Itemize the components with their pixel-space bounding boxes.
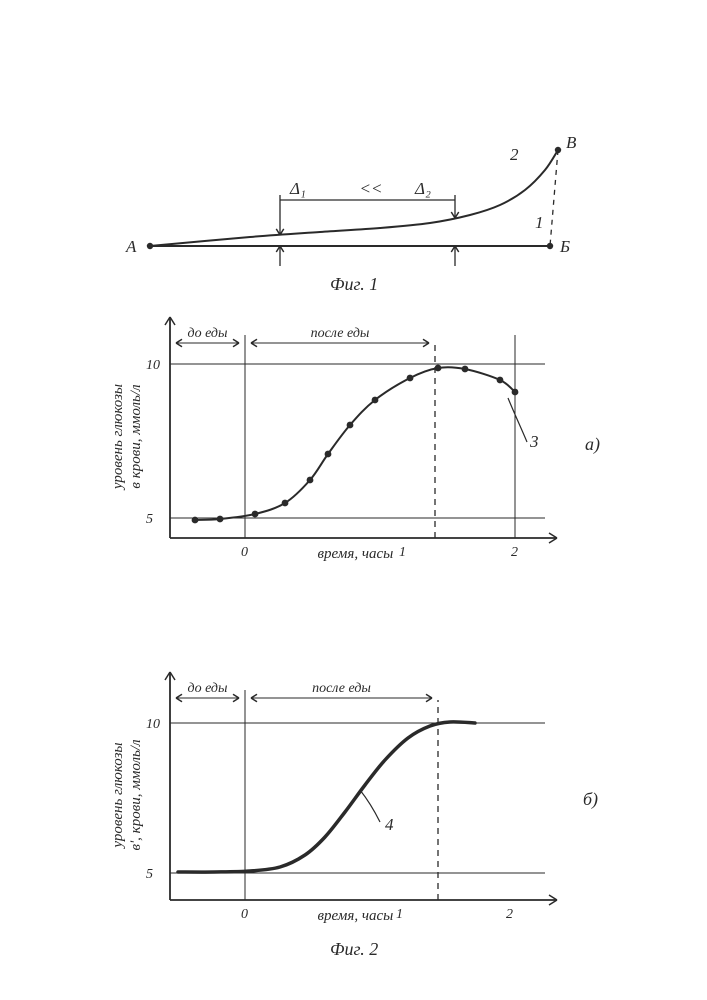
fig2-caption: Фиг. 2 <box>330 939 378 959</box>
data-point <box>435 365 442 372</box>
x-axis-label: время, часы <box>318 546 394 562</box>
y-tick-label: 10 <box>146 358 160 373</box>
fig1-label-B: В <box>566 133 577 152</box>
x-tick-label: 0 <box>241 545 248 560</box>
y-axis-label: уровень глюкозыв крови, ммоль/л <box>110 384 144 491</box>
svg-text:в', крови, ммоль/л: в', крови, ммоль/л <box>128 739 144 851</box>
fig1-rel-label: << <box>360 179 383 198</box>
x-tick-label: 1 <box>399 545 406 560</box>
region-after-label: после еды <box>311 326 370 341</box>
data-curve <box>178 722 475 872</box>
y-axis-label: уровень глюкозыв', крови, ммоль/л <box>110 739 144 851</box>
fig1-delta1-label: Δ₁ <box>289 179 306 198</box>
region-before-label: до еды <box>187 326 227 341</box>
data-point <box>497 377 504 384</box>
fig1-point <box>147 243 153 249</box>
fig1-curve <box>150 150 558 246</box>
region-after-label: после еды <box>312 681 371 696</box>
data-point <box>252 511 259 518</box>
fig1-label-Btm: Б <box>559 237 570 256</box>
y-tick-label: 5 <box>146 867 153 882</box>
x-tick-label: 0 <box>241 907 248 922</box>
fig1-curve1-num: 1 <box>535 213 544 232</box>
data-point <box>512 389 519 396</box>
data-point <box>347 422 354 429</box>
panel-b-label: б) <box>583 789 598 810</box>
data-point <box>217 516 224 523</box>
svg-text:уровень глюкозы: уровень глюкозы <box>110 742 126 849</box>
fig1-delta2-label: Δ₂ <box>414 179 431 198</box>
fig1-label-A: A <box>125 237 137 256</box>
data-point <box>192 517 199 524</box>
data-point <box>307 477 314 484</box>
fig1-dashed <box>550 150 558 246</box>
y-tick-label: 5 <box>146 512 153 527</box>
y-tick-label: 10 <box>146 717 160 732</box>
svg-text:уровень глюкозы: уровень глюкозы <box>110 384 126 491</box>
data-point <box>372 397 379 404</box>
x-tick-label: 2 <box>506 907 513 922</box>
curve4-label: 4 <box>385 815 394 834</box>
panel-a-label: a) <box>585 434 600 455</box>
x-tick-label: 1 <box>396 907 403 922</box>
fig1-caption: Фиг. 1 <box>330 274 378 294</box>
curve3-label: 3 <box>529 432 539 451</box>
data-point <box>407 375 414 382</box>
data-point <box>282 500 289 507</box>
svg-text:в крови, ммоль/л: в крови, ммоль/л <box>128 384 144 489</box>
x-tick-label: 2 <box>511 545 518 560</box>
data-point <box>325 451 332 458</box>
curve4-arrow <box>360 790 380 822</box>
x-axis-label: время, часы <box>318 908 394 924</box>
data-curve <box>195 367 515 520</box>
data-point <box>462 366 469 373</box>
curve3-arrow <box>508 398 527 442</box>
fig1-curve2-num: 2 <box>510 145 519 164</box>
region-before-label: до еды <box>187 681 227 696</box>
